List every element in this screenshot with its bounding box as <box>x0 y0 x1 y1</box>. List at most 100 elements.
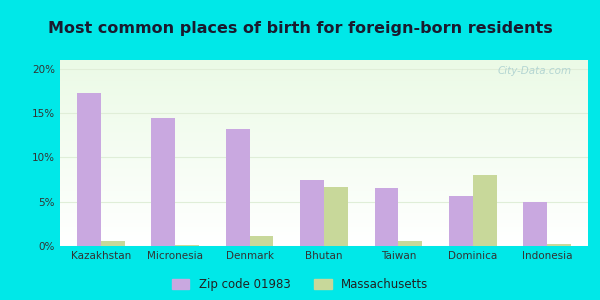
Bar <box>60 166 588 167</box>
Bar <box>60 86 588 87</box>
Bar <box>60 238 588 239</box>
Bar <box>60 151 588 152</box>
Bar <box>60 61 588 62</box>
Bar <box>60 134 588 135</box>
Bar <box>60 118 588 119</box>
Bar <box>60 96 588 97</box>
Bar <box>60 141 588 142</box>
Bar <box>60 114 588 115</box>
Bar <box>60 100 588 101</box>
Bar <box>60 195 588 196</box>
Bar <box>60 199 588 200</box>
Bar <box>60 202 588 203</box>
Bar <box>60 165 588 166</box>
Bar <box>60 205 588 206</box>
Bar <box>151 118 175 246</box>
Bar <box>60 136 588 137</box>
Bar <box>60 85 588 86</box>
Bar <box>60 239 588 240</box>
Bar <box>60 218 588 219</box>
Bar <box>60 212 588 214</box>
Bar <box>60 109 588 110</box>
Bar <box>60 227 588 228</box>
Bar <box>60 111 588 112</box>
Bar <box>60 216 588 217</box>
Bar <box>60 183 588 184</box>
Bar <box>60 131 588 132</box>
Bar <box>60 68 588 69</box>
Bar <box>60 95 588 96</box>
Bar <box>60 228 588 229</box>
Bar <box>250 236 274 246</box>
Bar <box>60 193 588 194</box>
Bar <box>60 132 588 133</box>
Bar <box>60 179 588 180</box>
Bar <box>226 129 250 246</box>
Bar <box>60 143 588 144</box>
Bar <box>60 128 588 129</box>
Bar <box>60 235 588 236</box>
Bar <box>60 155 588 156</box>
Bar <box>60 70 588 71</box>
Bar <box>60 204 588 205</box>
Bar <box>60 160 588 161</box>
Bar <box>60 242 588 243</box>
Bar <box>60 223 588 224</box>
Bar <box>60 145 588 146</box>
Bar <box>60 169 588 170</box>
Bar <box>60 142 588 143</box>
Bar <box>60 237 588 238</box>
Bar <box>60 173 588 174</box>
Bar <box>374 188 398 246</box>
Bar <box>60 177 588 178</box>
Bar <box>60 163 588 164</box>
Bar <box>300 180 324 246</box>
Bar <box>60 176 588 177</box>
Bar <box>60 211 588 212</box>
Bar <box>60 150 588 151</box>
Bar <box>60 190 588 191</box>
Text: City-Data.com: City-Data.com <box>498 66 572 76</box>
Bar <box>523 202 547 246</box>
Bar <box>60 172 588 173</box>
Bar <box>60 156 588 157</box>
Bar <box>60 240 588 241</box>
Bar <box>60 102 588 103</box>
Bar <box>60 117 588 118</box>
Bar <box>60 180 588 181</box>
Bar <box>60 122 588 123</box>
Bar <box>60 236 588 237</box>
Bar <box>60 90 588 91</box>
Bar <box>60 191 588 192</box>
Bar <box>60 181 588 182</box>
Bar <box>60 200 588 201</box>
Bar <box>60 164 588 165</box>
Bar <box>60 231 588 232</box>
Bar <box>60 187 588 188</box>
Bar <box>60 124 588 125</box>
Bar <box>60 196 588 197</box>
Bar <box>60 209 588 210</box>
Bar <box>60 159 588 160</box>
Bar <box>60 83 588 84</box>
Legend: Zip code 01983, Massachusetts: Zip code 01983, Massachusetts <box>172 278 428 291</box>
Bar <box>60 67 588 68</box>
Bar <box>60 63 588 64</box>
Bar <box>60 69 588 70</box>
Bar <box>60 110 588 111</box>
Bar <box>60 161 588 162</box>
Bar <box>60 208 588 209</box>
Bar <box>60 162 588 163</box>
Bar <box>60 87 588 88</box>
Bar <box>60 98 588 99</box>
Bar <box>60 157 588 158</box>
Bar <box>60 76 588 77</box>
Bar <box>60 91 588 92</box>
Bar <box>60 75 588 76</box>
Bar <box>101 241 125 246</box>
Bar <box>60 220 588 221</box>
Bar <box>547 244 571 246</box>
Bar <box>60 112 588 113</box>
Bar <box>60 194 588 195</box>
Bar <box>60 133 588 134</box>
